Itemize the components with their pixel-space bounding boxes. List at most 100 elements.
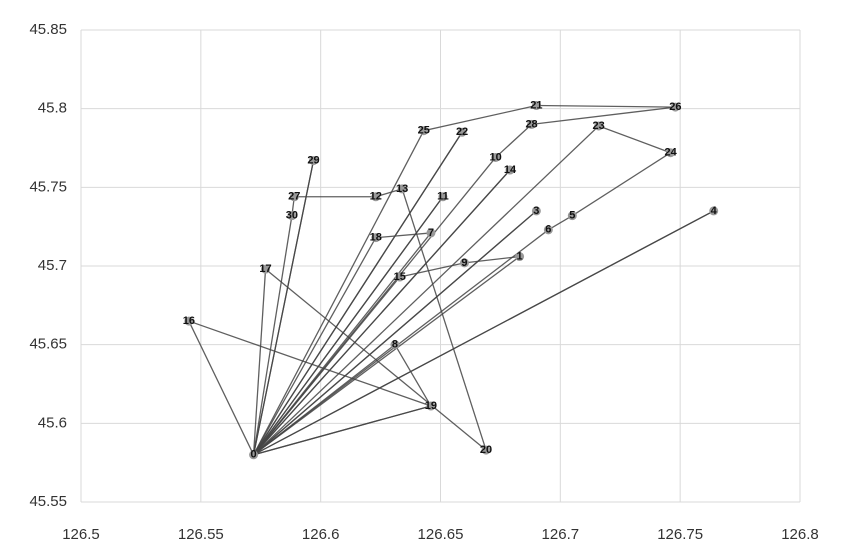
point-label: 12	[370, 191, 382, 203]
point	[438, 192, 448, 202]
route-edge	[375, 232, 431, 239]
y-tick-label: 45.65	[29, 336, 67, 353]
route-edge	[253, 131, 463, 456]
point-label: 29	[307, 154, 319, 166]
point-label: 3	[533, 205, 539, 217]
point	[397, 184, 407, 194]
point-label: 26	[669, 101, 681, 113]
point-label: 21	[530, 99, 542, 111]
point	[594, 121, 604, 131]
point	[419, 126, 429, 136]
route-edge	[394, 344, 432, 407]
route-edge	[536, 104, 676, 108]
route-edge	[253, 232, 432, 456]
x-tick-label: 126.5	[62, 526, 100, 543]
point	[670, 102, 680, 112]
route-edge	[375, 188, 403, 198]
point-label: 27	[288, 191, 300, 203]
x-tick-label: 126.6	[302, 526, 340, 543]
point-label: 8	[392, 339, 398, 351]
route-edge	[399, 262, 465, 278]
y-tick-label: 45.7	[38, 257, 67, 274]
route-edge	[188, 320, 255, 456]
route-edge	[252, 269, 267, 455]
point	[371, 192, 381, 202]
route-edge	[495, 123, 533, 158]
route-edge	[464, 255, 520, 264]
route-edge	[253, 125, 600, 456]
point-label: 4	[711, 205, 718, 217]
route-edge	[253, 405, 432, 456]
y-tick-label: 45.75	[29, 178, 67, 195]
route-edge	[571, 152, 671, 217]
point-label: 17	[259, 263, 271, 275]
x-tick-label: 126.65	[418, 526, 464, 543]
point	[709, 206, 719, 216]
y-tick-label: 45.55	[29, 493, 67, 510]
route-edge	[252, 215, 293, 455]
route-edge	[253, 210, 715, 456]
point-label: 18	[370, 232, 382, 244]
point	[426, 228, 436, 238]
point	[543, 225, 553, 235]
point-label: 16	[183, 315, 195, 327]
point-label: 1	[517, 250, 523, 262]
route-edge	[253, 196, 444, 456]
point-label: 11	[437, 191, 449, 203]
route-edge	[252, 160, 315, 455]
point	[666, 148, 676, 158]
point-label: 20	[480, 444, 492, 456]
point-label: 9	[461, 257, 467, 269]
route-edge	[252, 237, 377, 456]
point-label: 10	[489, 151, 501, 163]
route-edge	[423, 104, 537, 132]
point-label: 23	[593, 120, 605, 132]
y-tick-label: 45.8	[38, 100, 67, 117]
point-label: 22	[456, 126, 468, 138]
point	[395, 272, 405, 282]
point-label: 30	[286, 210, 298, 222]
point	[459, 258, 469, 268]
route-edge	[253, 169, 511, 456]
route-edge	[531, 106, 676, 126]
point	[261, 264, 271, 274]
route-edge	[253, 210, 537, 456]
point-label: 6	[545, 224, 551, 236]
point-label: 19	[425, 400, 437, 412]
x-tick-label: 126.55	[178, 526, 224, 543]
point	[527, 119, 537, 129]
point-label: 5	[569, 210, 575, 222]
point-label: 28	[525, 118, 537, 130]
x-tick-label: 126.75	[657, 526, 703, 543]
y-tick-label: 45.85	[29, 21, 67, 38]
point	[491, 152, 501, 162]
point	[308, 156, 318, 166]
point	[249, 450, 259, 460]
route-edge	[548, 215, 573, 231]
point-label: 0	[250, 449, 256, 461]
point	[505, 165, 515, 175]
point	[481, 445, 491, 455]
point-label: 15	[394, 271, 406, 283]
point	[426, 401, 436, 411]
route-edge	[253, 276, 401, 456]
point-label: 14	[504, 164, 517, 176]
point	[289, 192, 299, 202]
route-edge	[598, 125, 671, 154]
point	[287, 211, 297, 221]
route-edge	[188, 320, 432, 407]
point	[457, 127, 467, 137]
route-edge	[252, 130, 425, 456]
point	[567, 211, 577, 221]
point	[184, 316, 194, 326]
point-label: 13	[396, 183, 408, 195]
x-tick-label: 126.8	[781, 526, 819, 543]
point	[515, 252, 525, 262]
point-label: 7	[428, 227, 434, 239]
point	[371, 233, 381, 243]
point	[531, 101, 541, 111]
x-tick-label: 126.7	[542, 526, 580, 543]
route-edge	[253, 344, 396, 456]
